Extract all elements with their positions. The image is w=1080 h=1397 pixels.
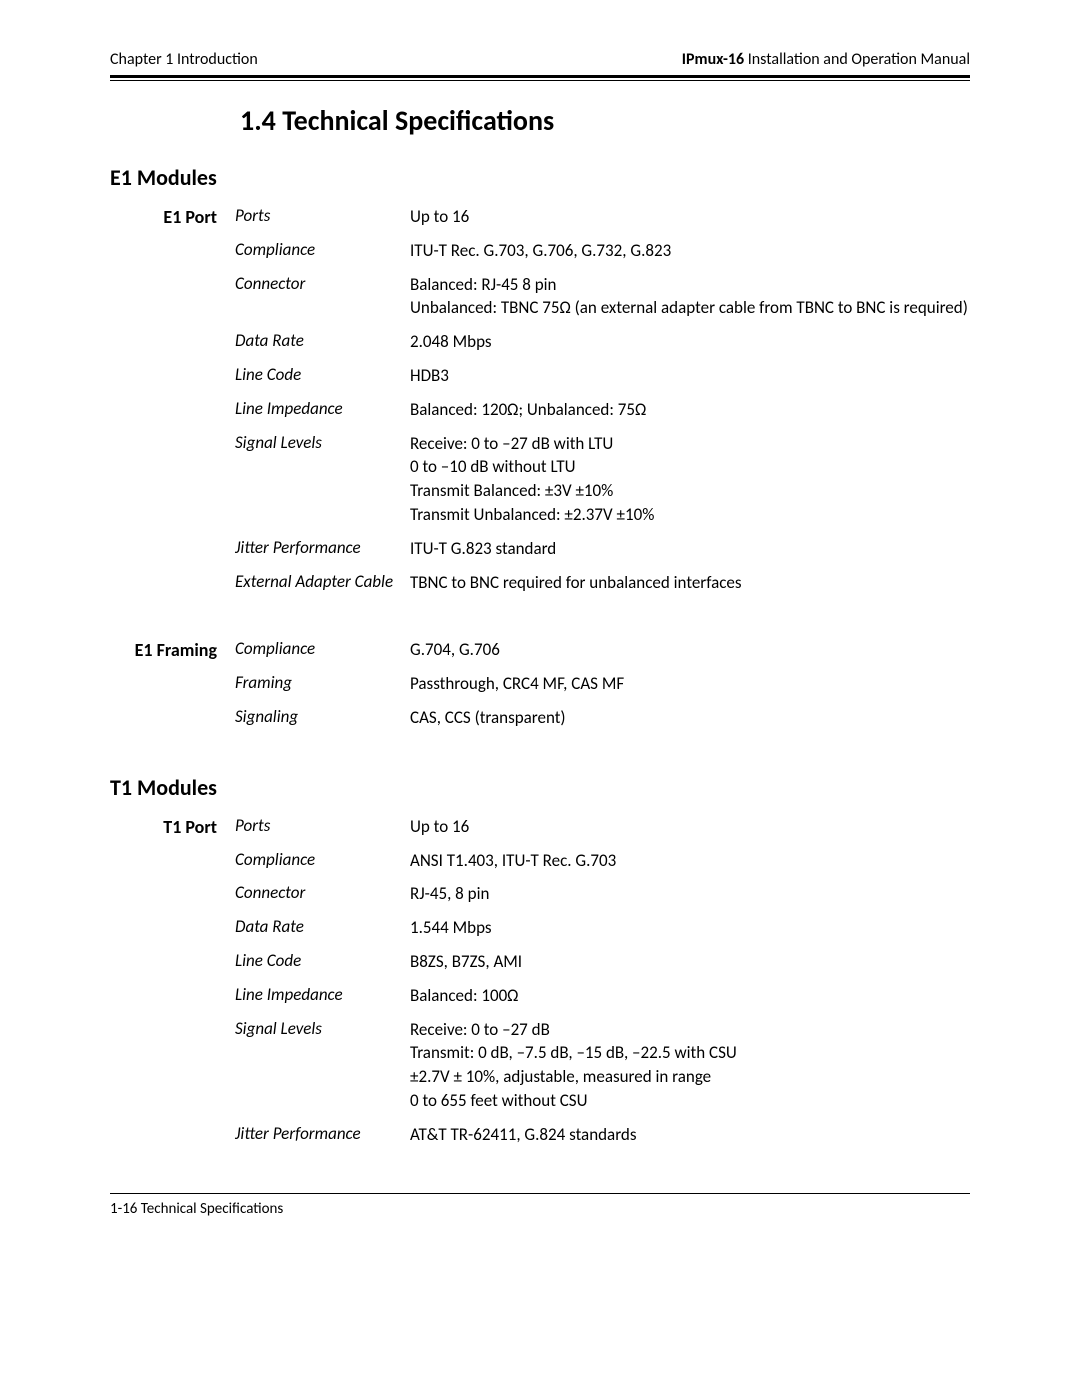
spec-label: Line Impedance xyxy=(235,398,410,421)
running-head: Chapter 1 Introduction IPmux-16 Installa… xyxy=(110,50,970,69)
spec-row: Signal LevelsReceive: 0 to –27 dB Transm… xyxy=(235,1018,970,1113)
spec-label: Ports xyxy=(235,205,410,228)
section-title: 1.4 Technical Specifications xyxy=(240,103,970,138)
header-left: Chapter 1 Introduction xyxy=(110,50,258,69)
spec-group: E1 FramingComplianceG.704, G.706FramingP… xyxy=(110,638,970,739)
rows-col: ComplianceG.704, G.706FramingPassthrough… xyxy=(235,638,970,739)
module-title: E1 Modules xyxy=(110,164,970,191)
spec-value: ITU-T Rec. G.703, G.706, G.732, G.823 xyxy=(410,239,970,263)
rows-col: PortsUp to 16ComplianceITU-T Rec. G.703,… xyxy=(235,205,970,604)
spec-row: ComplianceANSI T1.403, ITU-T Rec. G.703 xyxy=(235,849,970,873)
spec-grid: T1 PortPortsUp to 16ComplianceANSI T1.40… xyxy=(110,815,970,1157)
spec-value: Balanced: 120Ω; Unbalanced: 75Ω xyxy=(410,398,970,422)
spec-value: Balanced: RJ-45 8 pin Unbalanced: TBNC 7… xyxy=(410,273,970,321)
spec-value: RJ-45, 8 pin xyxy=(410,882,970,906)
spec-row: PortsUp to 16 xyxy=(235,205,970,229)
spec-row: External Adapter CableTBNC to BNC requir… xyxy=(235,571,970,595)
rows-col: PortsUp to 16ComplianceANSI T1.403, ITU-… xyxy=(235,815,970,1157)
spec-label: Jitter Performance xyxy=(235,1123,410,1146)
spec-row: Signal LevelsReceive: 0 to –27 dB with L… xyxy=(235,432,970,527)
header-rule xyxy=(110,75,970,81)
spec-label: Connector xyxy=(235,273,410,296)
spec-value: Up to 16 xyxy=(410,205,970,229)
group-label: E1 Port xyxy=(110,205,235,604)
header-right-rest: Installation and Operation Manual xyxy=(744,50,970,69)
group-label: T1 Port xyxy=(110,815,235,1157)
spec-value: AT&T TR-62411, G.824 standards xyxy=(410,1123,970,1147)
spec-label: Compliance xyxy=(235,638,410,661)
spec-row: ComplianceG.704, G.706 xyxy=(235,638,970,662)
spec-value: ANSI T1.403, ITU-T Rec. G.703 xyxy=(410,849,970,873)
spec-row: Line ImpedanceBalanced: 100Ω xyxy=(235,984,970,1008)
spec-row: Jitter PerformanceAT&T TR-62411, G.824 s… xyxy=(235,1123,970,1147)
spec-value: Passthrough, CRC4 MF, CAS MF xyxy=(410,672,970,696)
spec-row: ConnectorBalanced: RJ-45 8 pin Unbalance… xyxy=(235,273,970,321)
footer-text: 1-16 Technical Specifications xyxy=(110,1200,970,1218)
spec-value: G.704, G.706 xyxy=(410,638,970,662)
spec-label: Compliance xyxy=(235,239,410,262)
spec-value: HDB3 xyxy=(410,364,970,388)
modules-container: E1 ModulesE1 PortPortsUp to 16Compliance… xyxy=(110,164,970,1157)
spec-row: PortsUp to 16 xyxy=(235,815,970,839)
spec-label: Signal Levels xyxy=(235,432,410,455)
spec-value: Up to 16 xyxy=(410,815,970,839)
module-title: T1 Modules xyxy=(110,774,970,801)
spec-row: FramingPassthrough, CRC4 MF, CAS MF xyxy=(235,672,970,696)
header-right-bold: IPmux-16 xyxy=(682,50,744,69)
spec-row: ComplianceITU-T Rec. G.703, G.706, G.732… xyxy=(235,239,970,263)
spec-value: ITU-T G.823 standard xyxy=(410,537,970,561)
spec-label: Framing xyxy=(235,672,410,695)
spec-value: 2.048 Mbps xyxy=(410,330,970,354)
spec-label: Line Code xyxy=(235,950,410,973)
header-right: IPmux-16 Installation and Operation Manu… xyxy=(682,50,970,69)
spec-label: Compliance xyxy=(235,849,410,872)
spec-value: CAS, CCS (transparent) xyxy=(410,706,970,730)
spec-label: Signal Levels xyxy=(235,1018,410,1041)
spec-label: Ports xyxy=(235,815,410,838)
spec-value: Receive: 0 to –27 dB with LTU 0 to –10 d… xyxy=(410,432,970,527)
footer-rule xyxy=(110,1193,970,1194)
spec-value: 1.544 Mbps xyxy=(410,916,970,940)
spec-label: Connector xyxy=(235,882,410,905)
spec-group: T1 PortPortsUp to 16ComplianceANSI T1.40… xyxy=(110,815,970,1157)
spec-row: Line CodeB8ZS, B7ZS, AMI xyxy=(235,950,970,974)
spec-value: Balanced: 100Ω xyxy=(410,984,970,1008)
spec-row: Line CodeHDB3 xyxy=(235,364,970,388)
page: Chapter 1 Introduction IPmux-16 Installa… xyxy=(0,0,1080,1397)
spec-row: ConnectorRJ-45, 8 pin xyxy=(235,882,970,906)
spec-value: TBNC to BNC required for unbalanced inte… xyxy=(410,571,970,595)
spec-grid: E1 FramingComplianceG.704, G.706FramingP… xyxy=(110,638,970,739)
spec-row: Data Rate1.544 Mbps xyxy=(235,916,970,940)
spec-value: B8ZS, B7ZS, AMI xyxy=(410,950,970,974)
spec-label: External Adapter Cable xyxy=(235,571,410,594)
spec-label: Signaling xyxy=(235,706,410,729)
spec-row: Data Rate2.048 Mbps xyxy=(235,330,970,354)
spec-label: Data Rate xyxy=(235,330,410,353)
spec-value: Receive: 0 to –27 dB Transmit: 0 dB, –7.… xyxy=(410,1018,970,1113)
spec-row: Line ImpedanceBalanced: 120Ω; Unbalanced… xyxy=(235,398,970,422)
spec-group: E1 PortPortsUp to 16ComplianceITU-T Rec.… xyxy=(110,205,970,604)
spec-label: Line Impedance xyxy=(235,984,410,1007)
group-label: E1 Framing xyxy=(110,638,235,739)
spec-grid: E1 PortPortsUp to 16ComplianceITU-T Rec.… xyxy=(110,205,970,604)
spec-row: Jitter PerformanceITU-T G.823 standard xyxy=(235,537,970,561)
spec-label: Line Code xyxy=(235,364,410,387)
spec-label: Data Rate xyxy=(235,916,410,939)
spec-row: SignalingCAS, CCS (transparent) xyxy=(235,706,970,730)
spec-label: Jitter Performance xyxy=(235,537,410,560)
